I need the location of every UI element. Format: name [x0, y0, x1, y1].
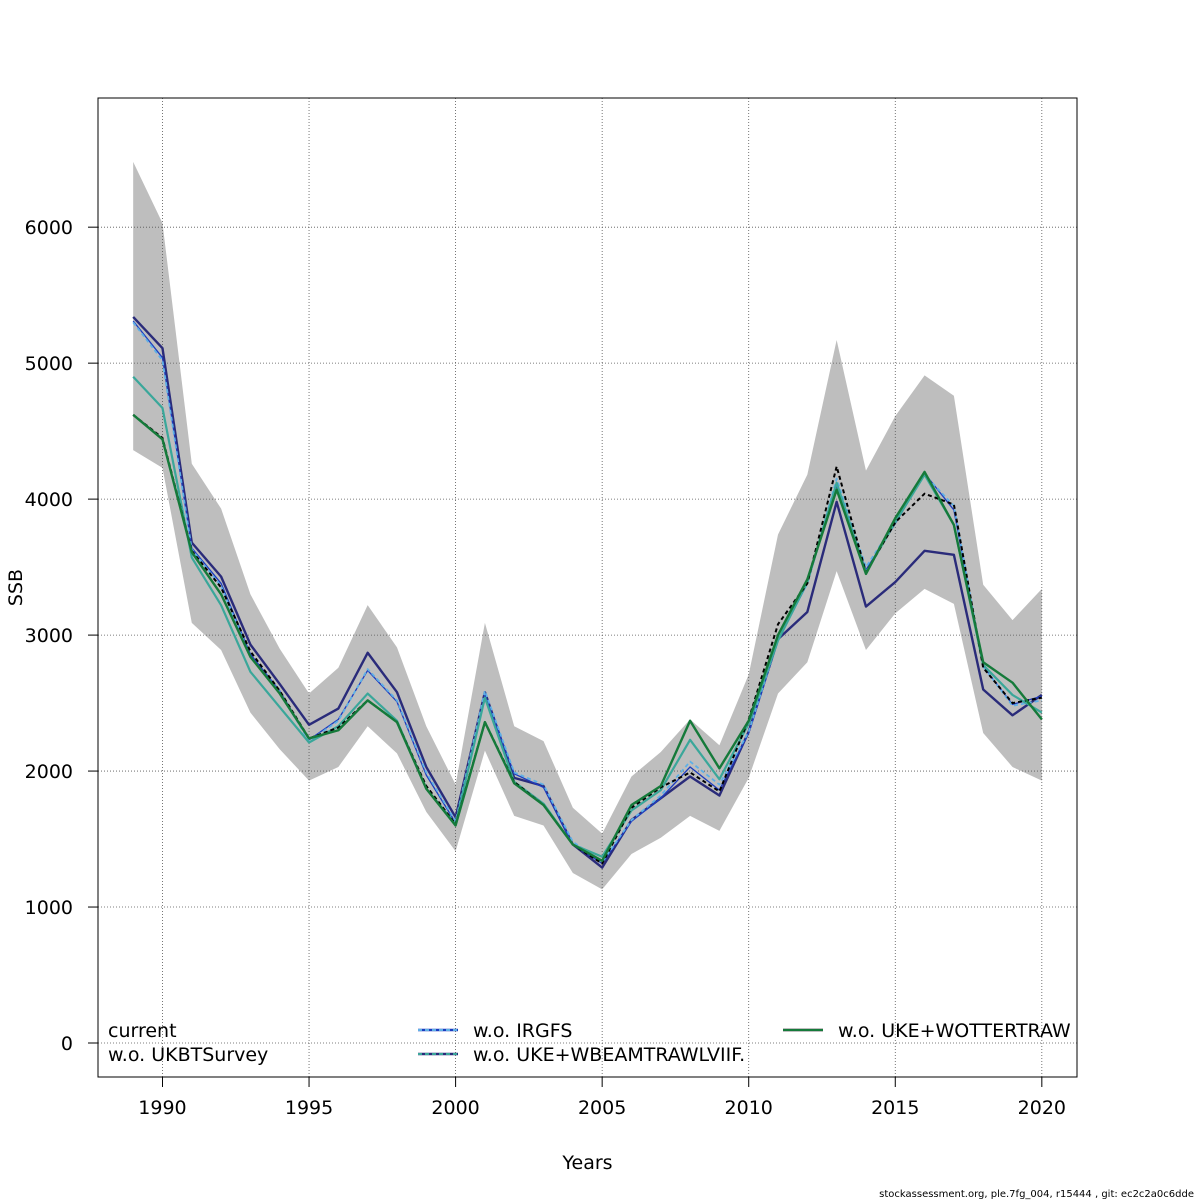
confidence-band: [133, 161, 1042, 890]
y-tick-label: 5000: [25, 353, 73, 375]
x-tick-label: 2010: [725, 1097, 773, 1119]
legend-label: w.o. UKE+WOTTERTRAW: [838, 1020, 1071, 1042]
y-tick-label: 2000: [25, 761, 73, 783]
y-tick-label: 0: [61, 1033, 73, 1055]
x-tick-label: 2005: [578, 1097, 626, 1119]
y-tick-label: 4000: [25, 489, 73, 511]
y-tick-label: 6000: [25, 217, 73, 239]
series-line-5: [132, 413, 1043, 863]
x-axis: 1990 1995 2000 2005 2010 2015 2020: [138, 1077, 1066, 1119]
legend-label: w.o. IRGFS: [473, 1020, 572, 1042]
footer-note: stockassessment.org, ple.7fg_004, r15444…: [879, 1189, 1194, 1200]
y-axis: 0 1000 2000 3000 4000 5000 6000: [25, 217, 98, 1055]
plot-frame: [97, 97, 1078, 1078]
x-axis-title: Years: [561, 1152, 612, 1174]
y-tick-label: 3000: [25, 625, 73, 647]
y-tick-label: 1000: [25, 897, 73, 919]
x-tick-label: 1990: [138, 1097, 186, 1119]
legend-label: current: [108, 1020, 177, 1042]
series-line-0: [132, 316, 1043, 869]
x-tick-label: 2015: [871, 1097, 919, 1119]
gridlines: [98, 98, 1077, 1077]
x-tick-label: 1995: [285, 1097, 333, 1119]
x-tick-label: 2020: [1018, 1097, 1066, 1119]
series-lines: [132, 316, 1043, 869]
legend-label: w.o. UKE+WBEAMTRAWLVIIF.: [473, 1044, 745, 1066]
y-axis-title: SSB: [5, 569, 27, 606]
confidence-band-area: [133, 161, 1042, 890]
legend-label: w.o. UKBTSurvey: [108, 1044, 268, 1066]
x-tick-label: 2000: [431, 1097, 479, 1119]
series-line-4: [132, 414, 1043, 865]
